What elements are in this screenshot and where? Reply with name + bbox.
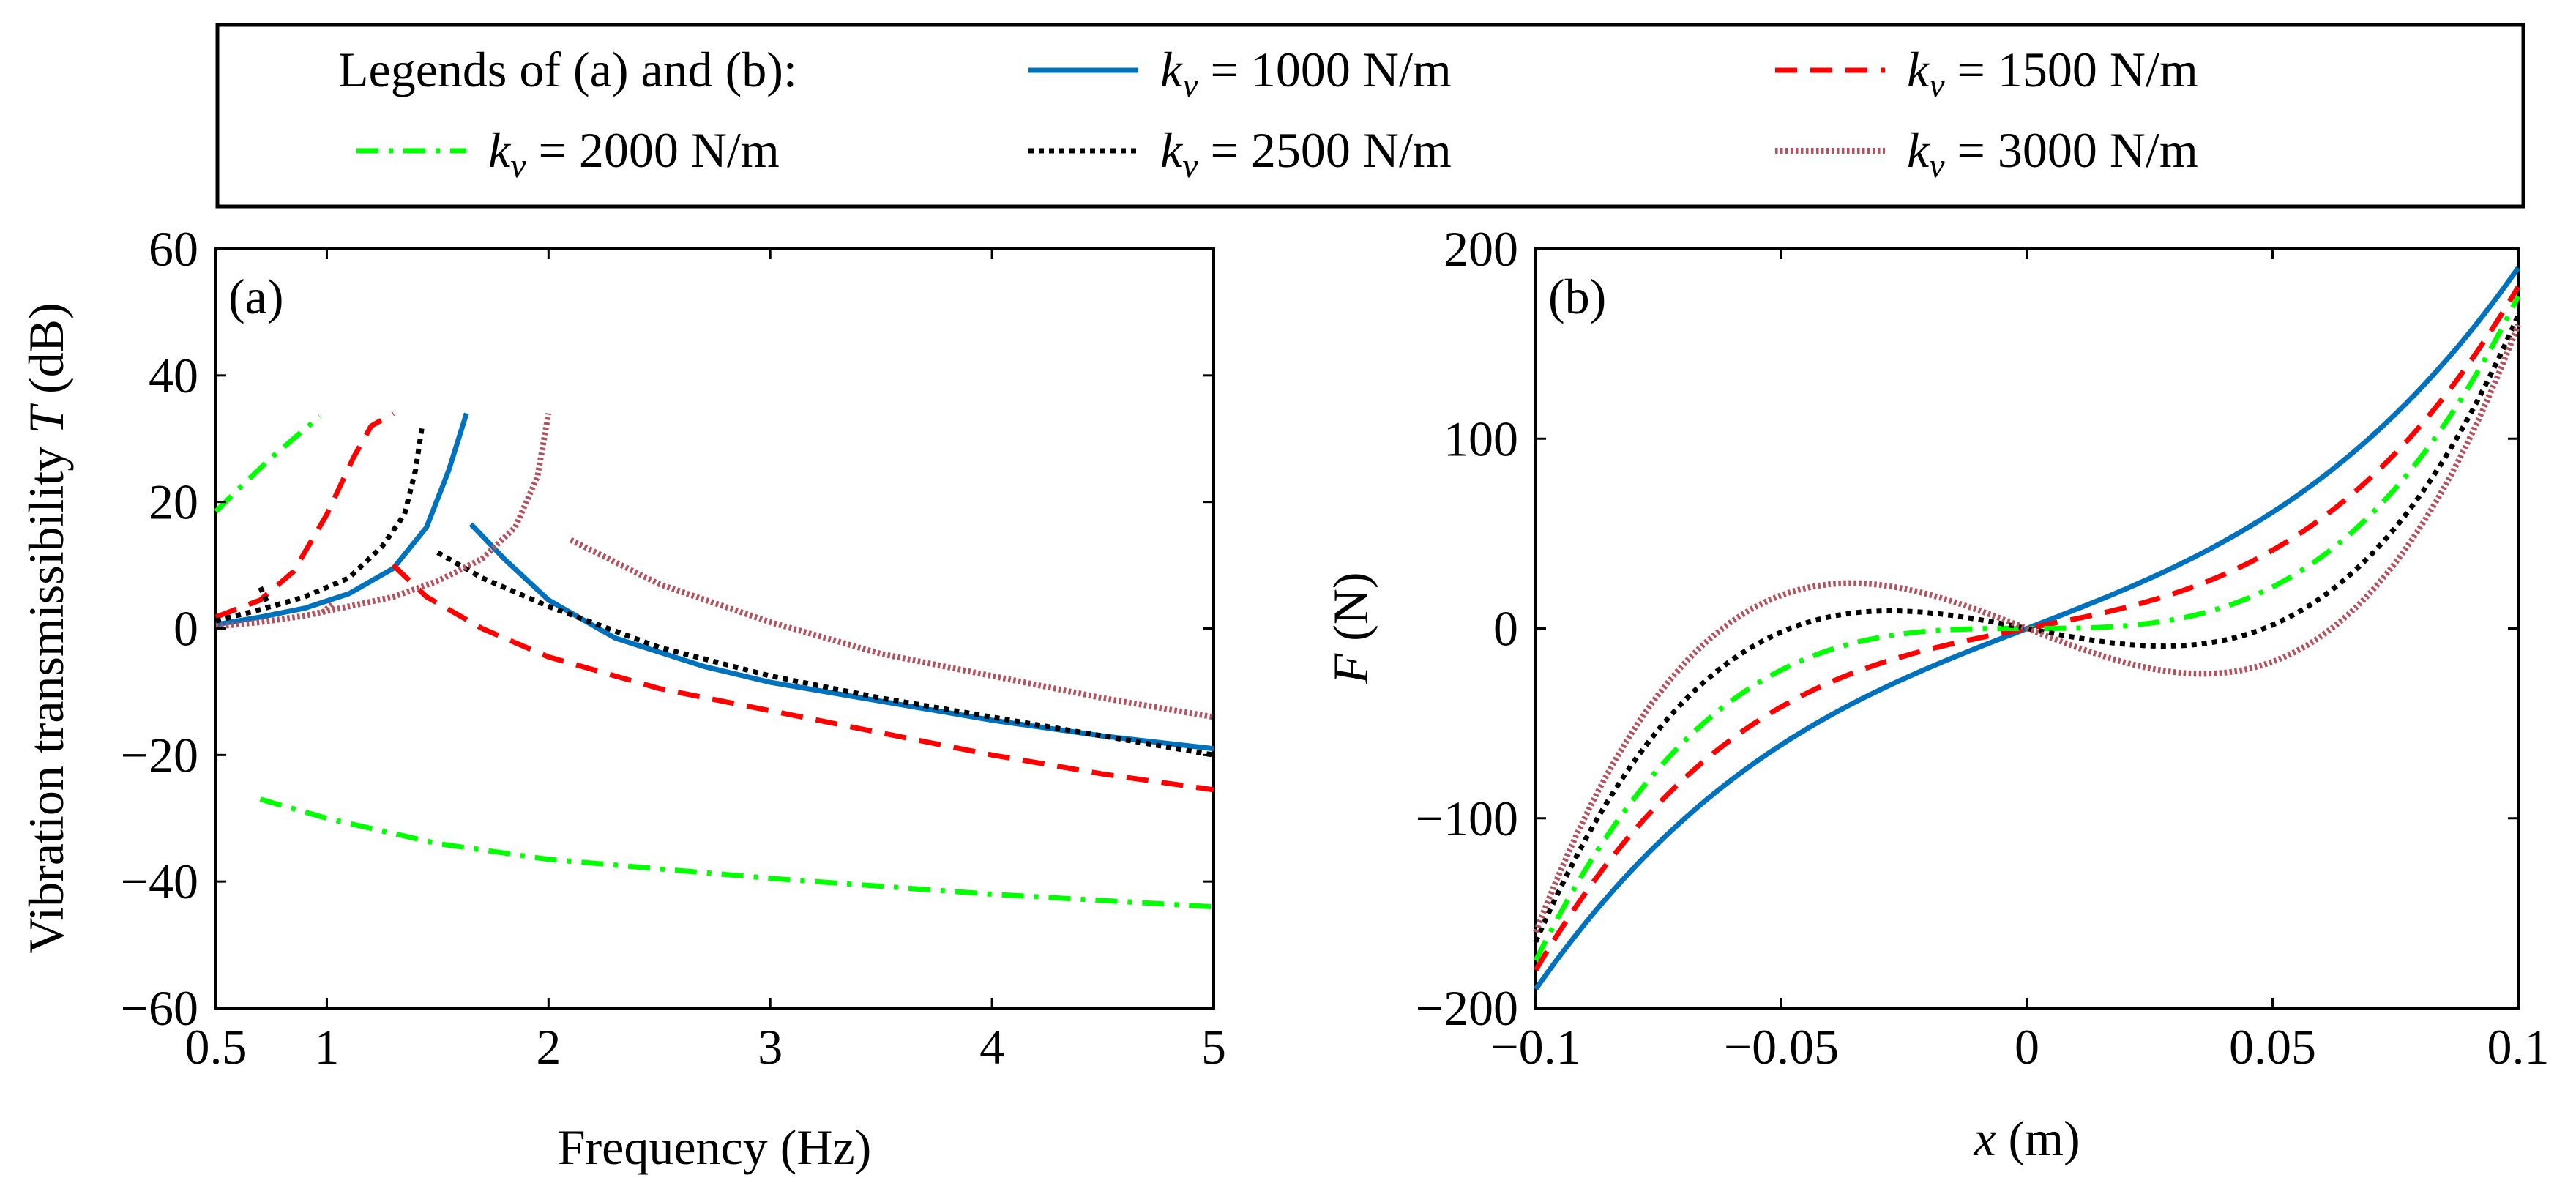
y-tick-label: 100 bbox=[1444, 411, 1518, 466]
series-3-segment-1 bbox=[258, 586, 272, 608]
x-tick-label: 1 bbox=[314, 1019, 339, 1075]
y-tick-label: 200 bbox=[1444, 221, 1518, 277]
legend-label: kv = 1000 N/m bbox=[1160, 42, 1452, 105]
panel-a-ticks: 0.5 1 2 3 4 5 −60 −40 −20 0 20 40 60 bbox=[121, 221, 1226, 1075]
panel-b-xlabel: x (m) bbox=[1973, 1111, 2080, 1166]
x-tick-label: 0.1 bbox=[2487, 1019, 2550, 1075]
force-curve-2 bbox=[1533, 295, 2521, 962]
x-tick-label: −0.05 bbox=[1724, 1019, 1839, 1075]
force-curve-4 bbox=[1533, 324, 2521, 933]
x-tick-label: 0.5 bbox=[185, 1019, 247, 1075]
legend-entry: kv = 2000 N/m bbox=[356, 122, 780, 185]
panel-a-curves bbox=[214, 411, 1214, 910]
x-tick-label: 3 bbox=[758, 1019, 783, 1075]
panel-a-ylabel: Vibration transmissibility T (dB) bbox=[18, 302, 74, 953]
panel-b-ticks: −0.1 −0.05 0 0.05 0.1 −200 −100 0 100 200 bbox=[1416, 221, 2550, 1075]
series-3-segment-2 bbox=[436, 550, 1214, 758]
panel-b-curves bbox=[1533, 266, 2521, 991]
legend-label: kv = 3000 N/m bbox=[1907, 122, 2198, 185]
y-tick-label: 0 bbox=[173, 601, 198, 657]
y-tick-label: −60 bbox=[121, 980, 198, 1036]
legend-items: kv = 1000 N/m kv = 1500 N/m kv = 2000 N/m k… bbox=[356, 42, 2198, 185]
panel-a-frame bbox=[214, 247, 1215, 1010]
series-1-segment-1 bbox=[391, 563, 1214, 793]
series-0-segment-0 bbox=[215, 412, 469, 627]
y-tick-label: −200 bbox=[1416, 980, 1518, 1036]
legend-heading: Legends of (a) and (b): bbox=[338, 42, 797, 97]
x-tick-label: −0.1 bbox=[1490, 1019, 1580, 1075]
x-tick-label: 0.05 bbox=[2229, 1019, 2316, 1075]
y-tick-label: 40 bbox=[149, 348, 198, 403]
legend-frame bbox=[215, 23, 2525, 209]
x-tick-label: 4 bbox=[979, 1019, 1004, 1075]
y-tick-label: −20 bbox=[121, 727, 198, 783]
series-2-segment-1 bbox=[259, 796, 1214, 910]
y-tick-label: 60 bbox=[149, 221, 198, 277]
y-tick-label: 0 bbox=[1493, 601, 1518, 657]
legend-entry: kv = 1000 N/m bbox=[1028, 42, 1452, 105]
panel-b-ylabel: F (N) bbox=[1323, 572, 1378, 685]
y-tick-label: 20 bbox=[149, 474, 198, 530]
legend-label: kv = 2500 N/m bbox=[1160, 122, 1452, 185]
legend: Legends of (a) and (b): kv = 1000 N/m kv … bbox=[215, 23, 2525, 209]
panel-b-tag: (b) bbox=[1548, 269, 1606, 324]
panel-a: 0.5 1 2 3 4 5 −60 −40 −20 0 20 40 60 (a) Frequency (… bbox=[18, 221, 1226, 1175]
legend-entry: kv = 1500 N/m bbox=[1775, 42, 2198, 105]
x-tick-label: 5 bbox=[1201, 1019, 1226, 1075]
series-4-segment-2 bbox=[569, 537, 1214, 720]
panel-a-xlabel: Frequency (Hz) bbox=[558, 1119, 872, 1175]
legend-entry: kv = 3000 N/m bbox=[1775, 122, 2198, 185]
y-tick-label: −100 bbox=[1416, 791, 1518, 846]
series-3-segment-0 bbox=[215, 425, 425, 624]
series-4-segment-0 bbox=[215, 413, 552, 630]
panel-a-tag: (a) bbox=[228, 269, 283, 324]
series-4-segment-1 bbox=[320, 600, 336, 615]
panel-b: −0.1 −0.05 0 0.05 0.1 −200 −100 0 100 200 (b) x (… bbox=[1323, 221, 2550, 1166]
legend-label: kv = 2000 N/m bbox=[488, 122, 780, 185]
series-1-segment-0 bbox=[214, 411, 395, 620]
x-tick-label: 2 bbox=[536, 1019, 561, 1075]
series-2-segment-0 bbox=[214, 414, 322, 514]
x-tick-label: 0 bbox=[2015, 1019, 2039, 1075]
force-curve-1 bbox=[1533, 286, 2521, 971]
series-0-segment-1 bbox=[468, 522, 1214, 752]
legend-entry: kv = 2500 N/m bbox=[1028, 122, 1452, 185]
legend-label: kv = 1500 N/m bbox=[1907, 42, 2198, 105]
y-tick-label: −40 bbox=[121, 854, 198, 909]
